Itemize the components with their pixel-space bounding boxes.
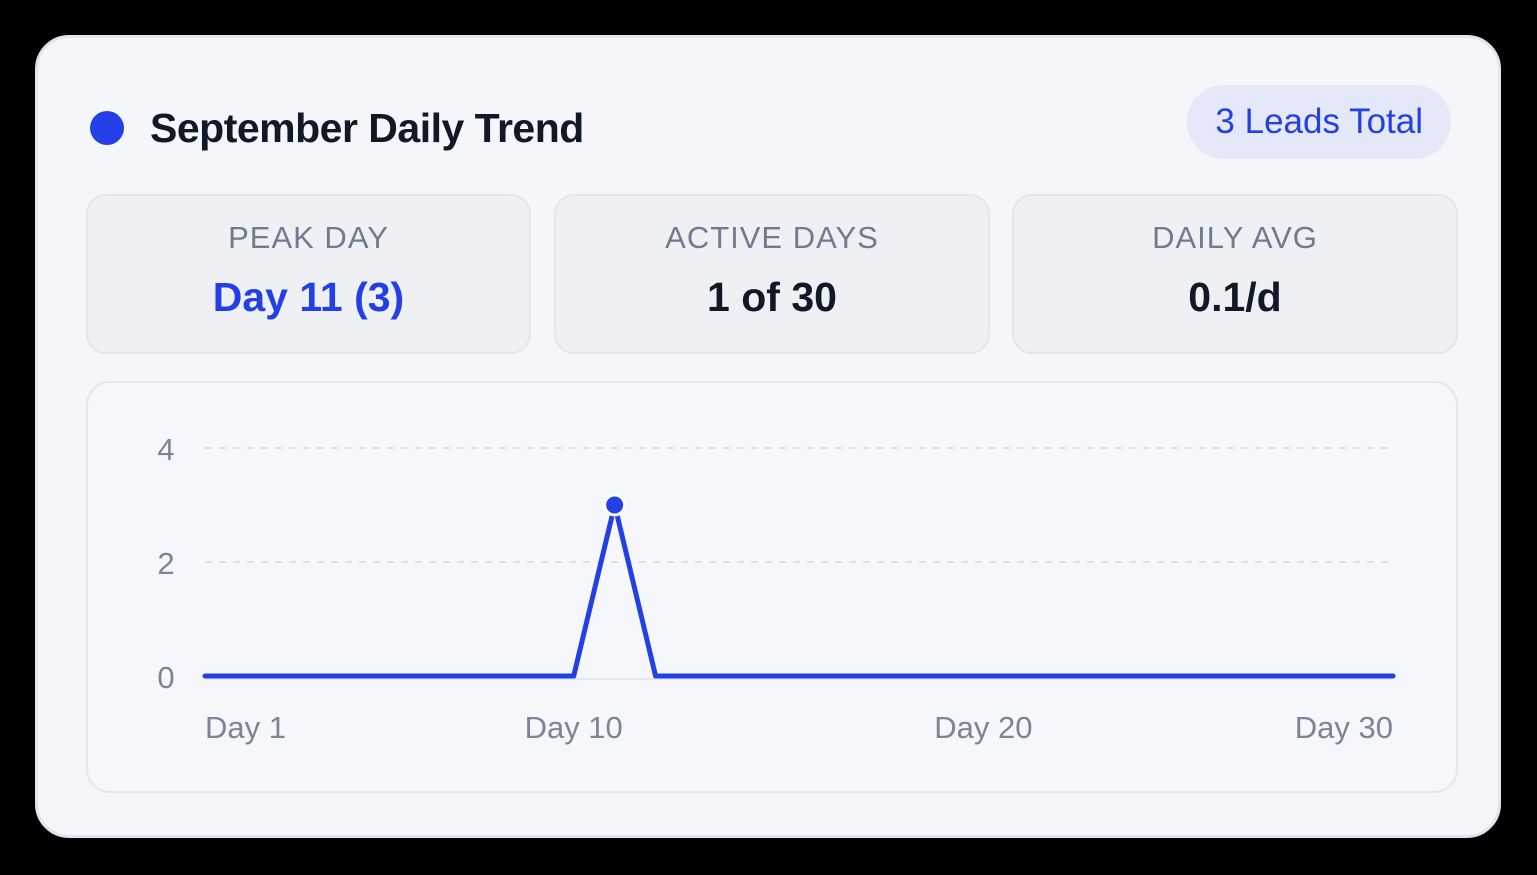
y-tick-label: 0	[157, 660, 174, 695]
stat-value: Day 11 (3)	[212, 274, 405, 320]
x-tick-label: Day 20	[934, 710, 1032, 745]
y-tick-label: 2	[157, 546, 174, 581]
peak-point-marker	[603, 493, 627, 517]
x-tick-label: Day 1	[205, 710, 286, 745]
status-dot-icon	[90, 111, 124, 145]
stat-value: 0.1/d	[1188, 274, 1282, 320]
stat-value: 1 of 30	[707, 274, 837, 320]
stat-peak-day: PEAK DAY Day 11 (3)	[86, 194, 531, 354]
x-tick-label: Day 10	[525, 710, 623, 745]
trend-card: September Daily Trend 3 Leads Total PEAK…	[35, 35, 1501, 838]
stat-label: PEAK DAY	[228, 220, 389, 255]
stat-daily-avg: DAILY AVG 0.1/d	[1012, 194, 1458, 354]
trend-line-chart: 0 2 4 Day 1 Day 10 Day 20 Day 30	[157, 432, 1396, 745]
card-title: September Daily Trend	[150, 105, 584, 151]
x-tick-label: Day 30	[1295, 710, 1393, 745]
stat-active-days: ACTIVE DAYS 1 of 30	[554, 194, 990, 354]
chart-panel: 0 2 4 Day 1 Day 10 Day 20 Day 30	[86, 381, 1458, 793]
series-line	[202, 502, 1396, 679]
y-tick-label: 4	[157, 432, 174, 467]
stat-label: ACTIVE DAYS	[665, 220, 879, 255]
stat-label: DAILY AVG	[1152, 220, 1318, 255]
leads-total-badge: 3 Leads Total	[1187, 85, 1451, 159]
